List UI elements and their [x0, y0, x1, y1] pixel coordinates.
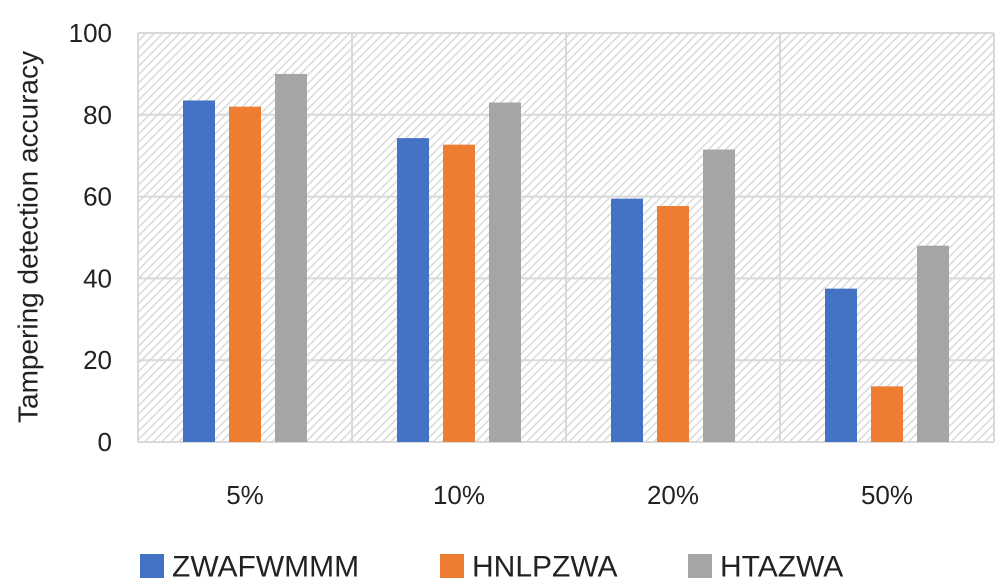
- x-category-label: 50%: [861, 480, 913, 510]
- y-tick-label: 100: [69, 18, 112, 48]
- legend-label-hnlpzwa: HNLPZWA: [472, 551, 618, 584]
- y-tick-label: 40: [83, 263, 112, 293]
- y-tick-label: 60: [83, 182, 112, 212]
- legend-swatch-zwafwmmm: [140, 554, 164, 578]
- legend: ZWAFWMMM HNLPZWA HTAZWA: [140, 551, 843, 584]
- bar-hnlpzwa-4: [871, 386, 903, 442]
- bar-zwafwmmm-4: [825, 288, 857, 442]
- bar-htazwa-2: [489, 102, 521, 442]
- y-tick-label: 80: [83, 100, 112, 130]
- y-axis-label: Tampering detection accuracy: [13, 51, 44, 423]
- bar-hnlpzwa-1: [229, 106, 261, 443]
- y-tick-label: 20: [83, 345, 112, 375]
- bar-htazwa-1: [275, 73, 307, 443]
- x-axis-categories: 5% 10% 20% 50%: [226, 480, 913, 510]
- legend-label-zwafwmmm: ZWAFWMMM: [172, 551, 359, 584]
- x-category-label: 10%: [433, 480, 485, 510]
- legend-swatch-hnlpzwa: [440, 554, 464, 578]
- bar-htazwa-4: [917, 245, 949, 442]
- x-category-label: 20%: [647, 480, 699, 510]
- bar-series-group: [183, 73, 949, 443]
- legend-label-htazwa: HTAZWA: [720, 551, 843, 584]
- bar-zwafwmmm-2: [397, 138, 429, 442]
- bar-hnlpzwa-2: [443, 144, 475, 443]
- y-tick-label: 0: [98, 427, 112, 457]
- bar-htazwa-3: [703, 149, 735, 442]
- x-category-label: 5%: [226, 480, 264, 510]
- bar-zwafwmmm-1: [183, 100, 215, 443]
- legend-swatch-htazwa: [688, 554, 712, 578]
- bar-zwafwmmm-3: [611, 198, 643, 442]
- y-axis-ticks: 0 20 40 60 80 100: [69, 18, 112, 457]
- bar-hnlpzwa-3: [657, 206, 689, 442]
